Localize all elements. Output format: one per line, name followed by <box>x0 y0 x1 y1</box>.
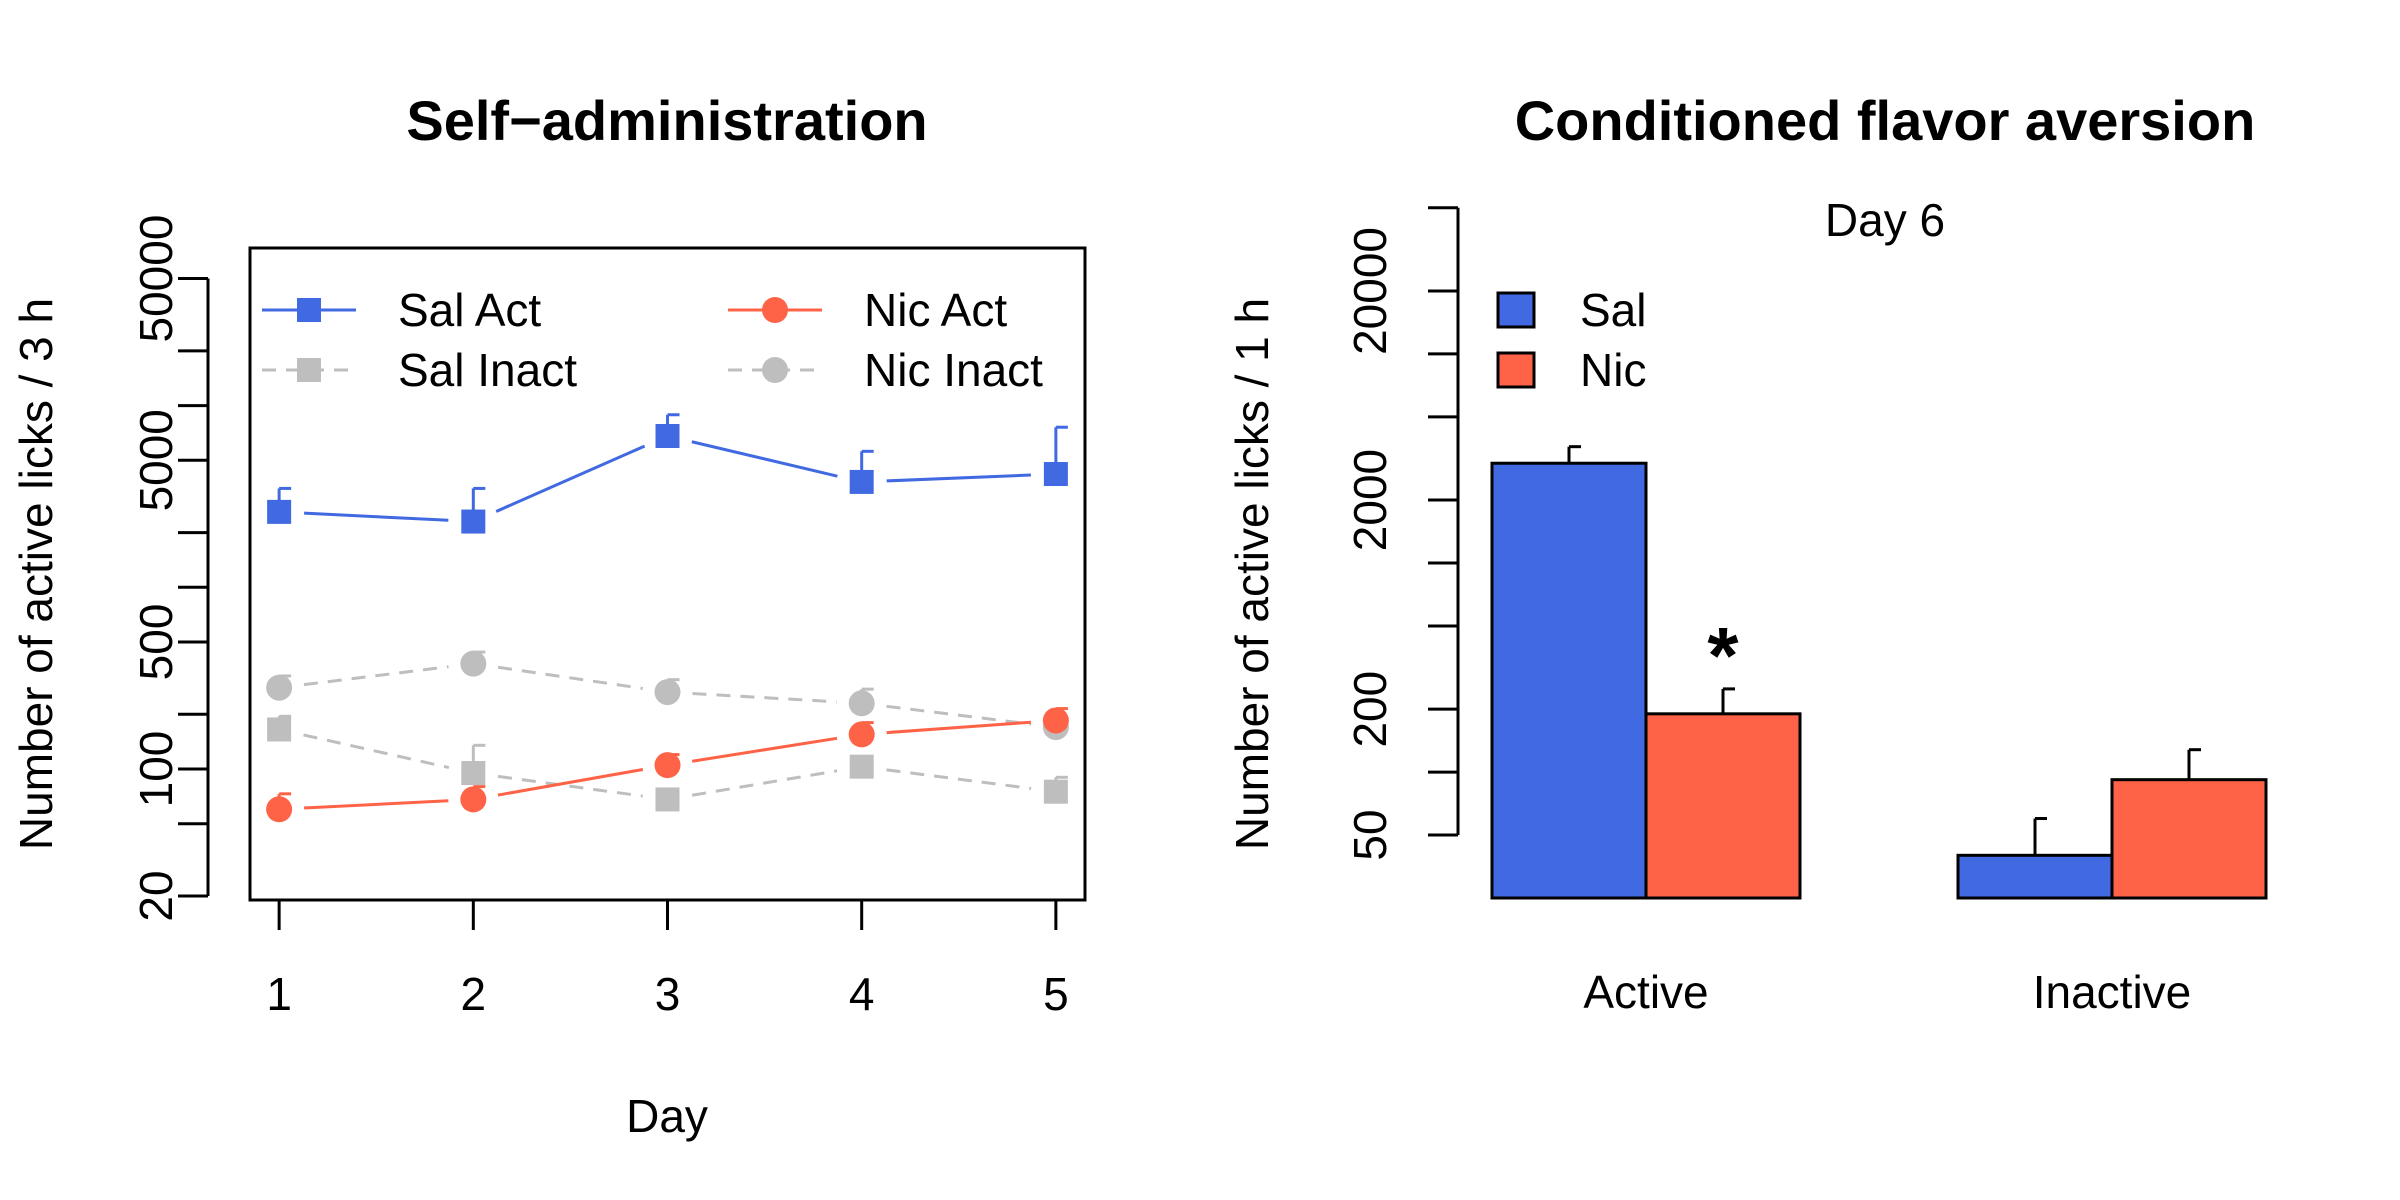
left-x-tick-label: 5 <box>1043 968 1069 1020</box>
right-y-tick-label: 2000 <box>1344 449 1396 551</box>
line-segment-sal-inact <box>497 774 643 798</box>
point-nic-act <box>654 752 681 779</box>
left-x-tick-label: 3 <box>655 968 681 1020</box>
left-x-tick-label: 1 <box>266 968 292 1020</box>
bar-nic-active <box>1644 712 1802 900</box>
legend-label-nic: Nic <box>1580 344 1646 396</box>
line-segment-sal-act <box>691 440 838 478</box>
legend-label-sal: Sal <box>1580 284 1646 336</box>
left-x-tick-label: 2 <box>461 968 487 1020</box>
line-segment-sal-act <box>495 444 646 513</box>
line-segment-sal-inact <box>886 768 1032 790</box>
line-segment-sal-act <box>886 473 1031 483</box>
right-legend: Sal Nic <box>1496 284 1646 396</box>
left-y-tick-label: 100 <box>130 731 182 808</box>
point-nic-inact <box>266 674 293 701</box>
point-sal-act <box>267 499 292 524</box>
left-y-axis: 20 100 500 5000 50000 <box>130 215 210 922</box>
right-y-tick-label: 50 <box>1344 809 1396 860</box>
bar-sal-active <box>1490 461 1648 900</box>
point-nic-act <box>1042 707 1069 734</box>
left-x-tick-label: 4 <box>849 968 875 1020</box>
point-nic-inact <box>654 679 681 706</box>
left-x-axis: 1 2 3 4 5 <box>266 898 1069 1020</box>
legend-swatch-nic <box>1496 351 1536 389</box>
legend-entry-nic-inact: Nic Inact <box>728 344 1043 396</box>
legend-swatch-sal <box>1496 291 1536 329</box>
line-segment-sal-act <box>304 511 449 522</box>
right-y-tick-label: 20000 <box>1344 227 1396 355</box>
left-y-axis-title: Number of active licks / 3 h <box>10 298 62 850</box>
point-nic-act <box>848 721 875 748</box>
point-sal-inact <box>267 717 292 742</box>
right-chart-subtitle: Day 6 <box>1825 194 1945 246</box>
line-segment-nic-inact <box>303 665 449 687</box>
left-y-tick-label: 5000 <box>130 409 182 511</box>
legend-label-nic-inact: Nic Inact <box>864 344 1043 396</box>
point-sal-inact <box>849 754 874 779</box>
point-sal-inact <box>1043 779 1068 804</box>
point-sal-inact <box>655 787 680 812</box>
left-y-tick-label: 500 <box>130 604 182 681</box>
legend-entry-sal-inact: Sal Inact <box>262 344 577 396</box>
legend-marker-sal-inact <box>297 358 321 382</box>
point-sal-inact <box>461 761 486 786</box>
point-sal-act <box>655 423 680 448</box>
right-y-tick-label: 200 <box>1344 671 1396 748</box>
category-label-active: Active <box>1583 966 1708 1018</box>
legend-label-sal-inact: Sal Inact <box>398 344 577 396</box>
significance-asterisk: * <box>1707 611 1739 700</box>
point-nic-inact <box>848 690 875 717</box>
point-nic-act <box>266 796 293 823</box>
left-x-axis-title: Day <box>626 1090 708 1142</box>
left-legend: Sal Act Sal Inact Nic Act Nic Inact <box>262 284 1043 396</box>
left-chart-title: Self−administration <box>406 89 927 152</box>
category-label-inactive: Inactive <box>2033 966 2192 1018</box>
right-bars-layer: * <box>1490 445 2268 900</box>
line-segment-nic-act <box>497 768 644 797</box>
line-segment-nic-inact <box>886 704 1032 726</box>
self-administration-panel: Self−administration 20 100 500 5000 50000 1 2… <box>10 89 1087 1142</box>
right-y-axis: 50 200 2000 20000 <box>1344 206 1460 861</box>
series-nic-act <box>266 707 1069 823</box>
left-y-tick-label: 50000 <box>130 215 182 343</box>
legend-marker-nic-act <box>762 297 788 323</box>
legend-entry-nic: Nic <box>1496 344 1646 396</box>
line-segment-nic-act <box>304 799 449 810</box>
right-y-axis-title: Number of active licks / 1 h <box>1226 298 1278 850</box>
series-sal-inact <box>267 714 1068 812</box>
right-chart-title: Conditioned flavor aversion <box>1515 89 2256 152</box>
conditioned-flavor-aversion-panel: Conditioned flavor aversion Day 6 50 200 2… <box>1226 89 2268 1018</box>
legend-label-sal-act: Sal Act <box>398 284 541 336</box>
line-segment-nic-inact <box>692 692 837 704</box>
point-nic-act <box>460 786 487 813</box>
point-sal-act <box>461 509 486 534</box>
legend-entry-sal: Sal <box>1496 284 1646 336</box>
right-category-labels: Active Inactive <box>1583 966 2191 1018</box>
line-segment-sal-inact <box>691 769 838 797</box>
line-segment-nic-act <box>886 720 1032 735</box>
bar-nic-inactive <box>2110 778 2268 900</box>
left-series-layer <box>266 413 1069 823</box>
point-sal-act <box>1043 462 1068 487</box>
point-nic-inact <box>460 650 487 677</box>
point-sal-act <box>849 469 874 494</box>
bar-sal-inactive <box>1956 853 2114 900</box>
left-y-tick-label: 20 <box>130 870 182 921</box>
series-nic-inact <box>266 650 1069 741</box>
series-sal-act <box>267 413 1068 534</box>
legend-entry-nic-act: Nic Act <box>728 284 1007 336</box>
legend-marker-nic-inact <box>762 357 788 383</box>
legend-label-nic-act: Nic Act <box>864 284 1007 336</box>
line-segment-nic-inact <box>497 665 643 690</box>
legend-entry-sal-act: Sal Act <box>262 284 541 336</box>
line-segment-nic-act <box>691 736 838 763</box>
line-segment-sal-inact <box>303 733 450 770</box>
legend-marker-sal-act <box>297 298 321 322</box>
